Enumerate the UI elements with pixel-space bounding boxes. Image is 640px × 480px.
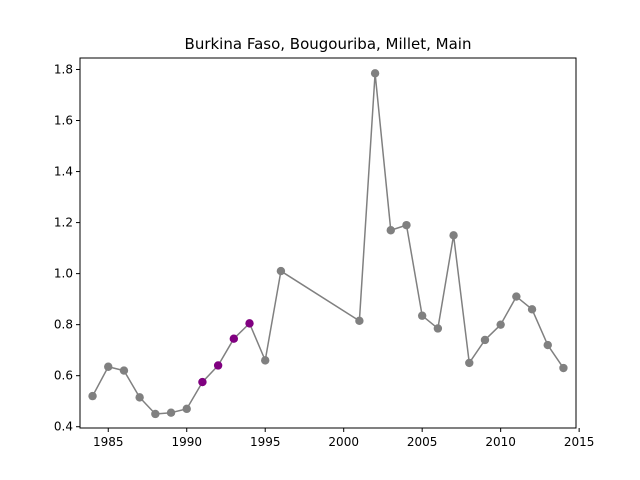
- series-line: [91, 72, 565, 415]
- highlighted-data-point: [229, 334, 239, 343]
- y-tick-label: 0.4: [54, 420, 73, 434]
- data-point: [386, 226, 395, 235]
- data-point: [276, 266, 286, 276]
- x-tick-label: 2000: [328, 435, 359, 449]
- highlighted-data-point: [213, 361, 223, 370]
- highlighted-data-point: [245, 319, 254, 328]
- x-tick-label: 1990: [171, 435, 202, 449]
- x-axis: 1985 1990 1995 2000 2005 2010 2015: [93, 428, 594, 449]
- data-point: [543, 340, 552, 350]
- data-point: [119, 366, 129, 375]
- y-tick-label: 1.2: [54, 216, 73, 230]
- data-point: [402, 220, 411, 230]
- data-point: [559, 363, 568, 373]
- data-point: [433, 324, 443, 333]
- data-point: [512, 292, 521, 301]
- x-tick-label: 2015: [564, 435, 595, 449]
- x-tick-label: 2005: [407, 435, 438, 449]
- y-tick-label: 1.6: [54, 114, 73, 128]
- x-tick-label: 2010: [485, 435, 516, 449]
- y-tick-label: 0.6: [54, 369, 73, 383]
- y-tick-label: 1.4: [54, 165, 73, 179]
- data-point: [88, 391, 97, 401]
- y-tick-label: 0.8: [54, 318, 73, 332]
- data-point: [151, 409, 160, 419]
- data-point: [480, 335, 490, 345]
- chart-title: Burkina Faso, Bougouriba, Millet, Main: [185, 35, 472, 53]
- data-point: [465, 358, 474, 368]
- data-point: [496, 320, 505, 329]
- data-point: [370, 69, 380, 78]
- data-point: [135, 393, 144, 402]
- x-tick-label: 1985: [93, 435, 124, 449]
- y-tick-label: 1.8: [54, 62, 73, 76]
- data-point: [449, 231, 458, 240]
- data-point: [166, 408, 176, 417]
- data-point: [417, 311, 427, 320]
- x-tick-label: 1995: [250, 435, 281, 449]
- data-point: [355, 316, 364, 326]
- y-tick-label: 1.0: [54, 267, 73, 281]
- plot-frame: [79, 57, 577, 429]
- data-point: [182, 404, 191, 414]
- data-point: [261, 356, 270, 365]
- data-point: [527, 305, 537, 314]
- series-layer: [88, 69, 568, 419]
- highlighted-data-point: [198, 377, 207, 387]
- y-axis: 0.4 0.6 0.8 1.0 1.2 1.4 1.6 1.8: [54, 62, 80, 434]
- data-point: [104, 362, 113, 371]
